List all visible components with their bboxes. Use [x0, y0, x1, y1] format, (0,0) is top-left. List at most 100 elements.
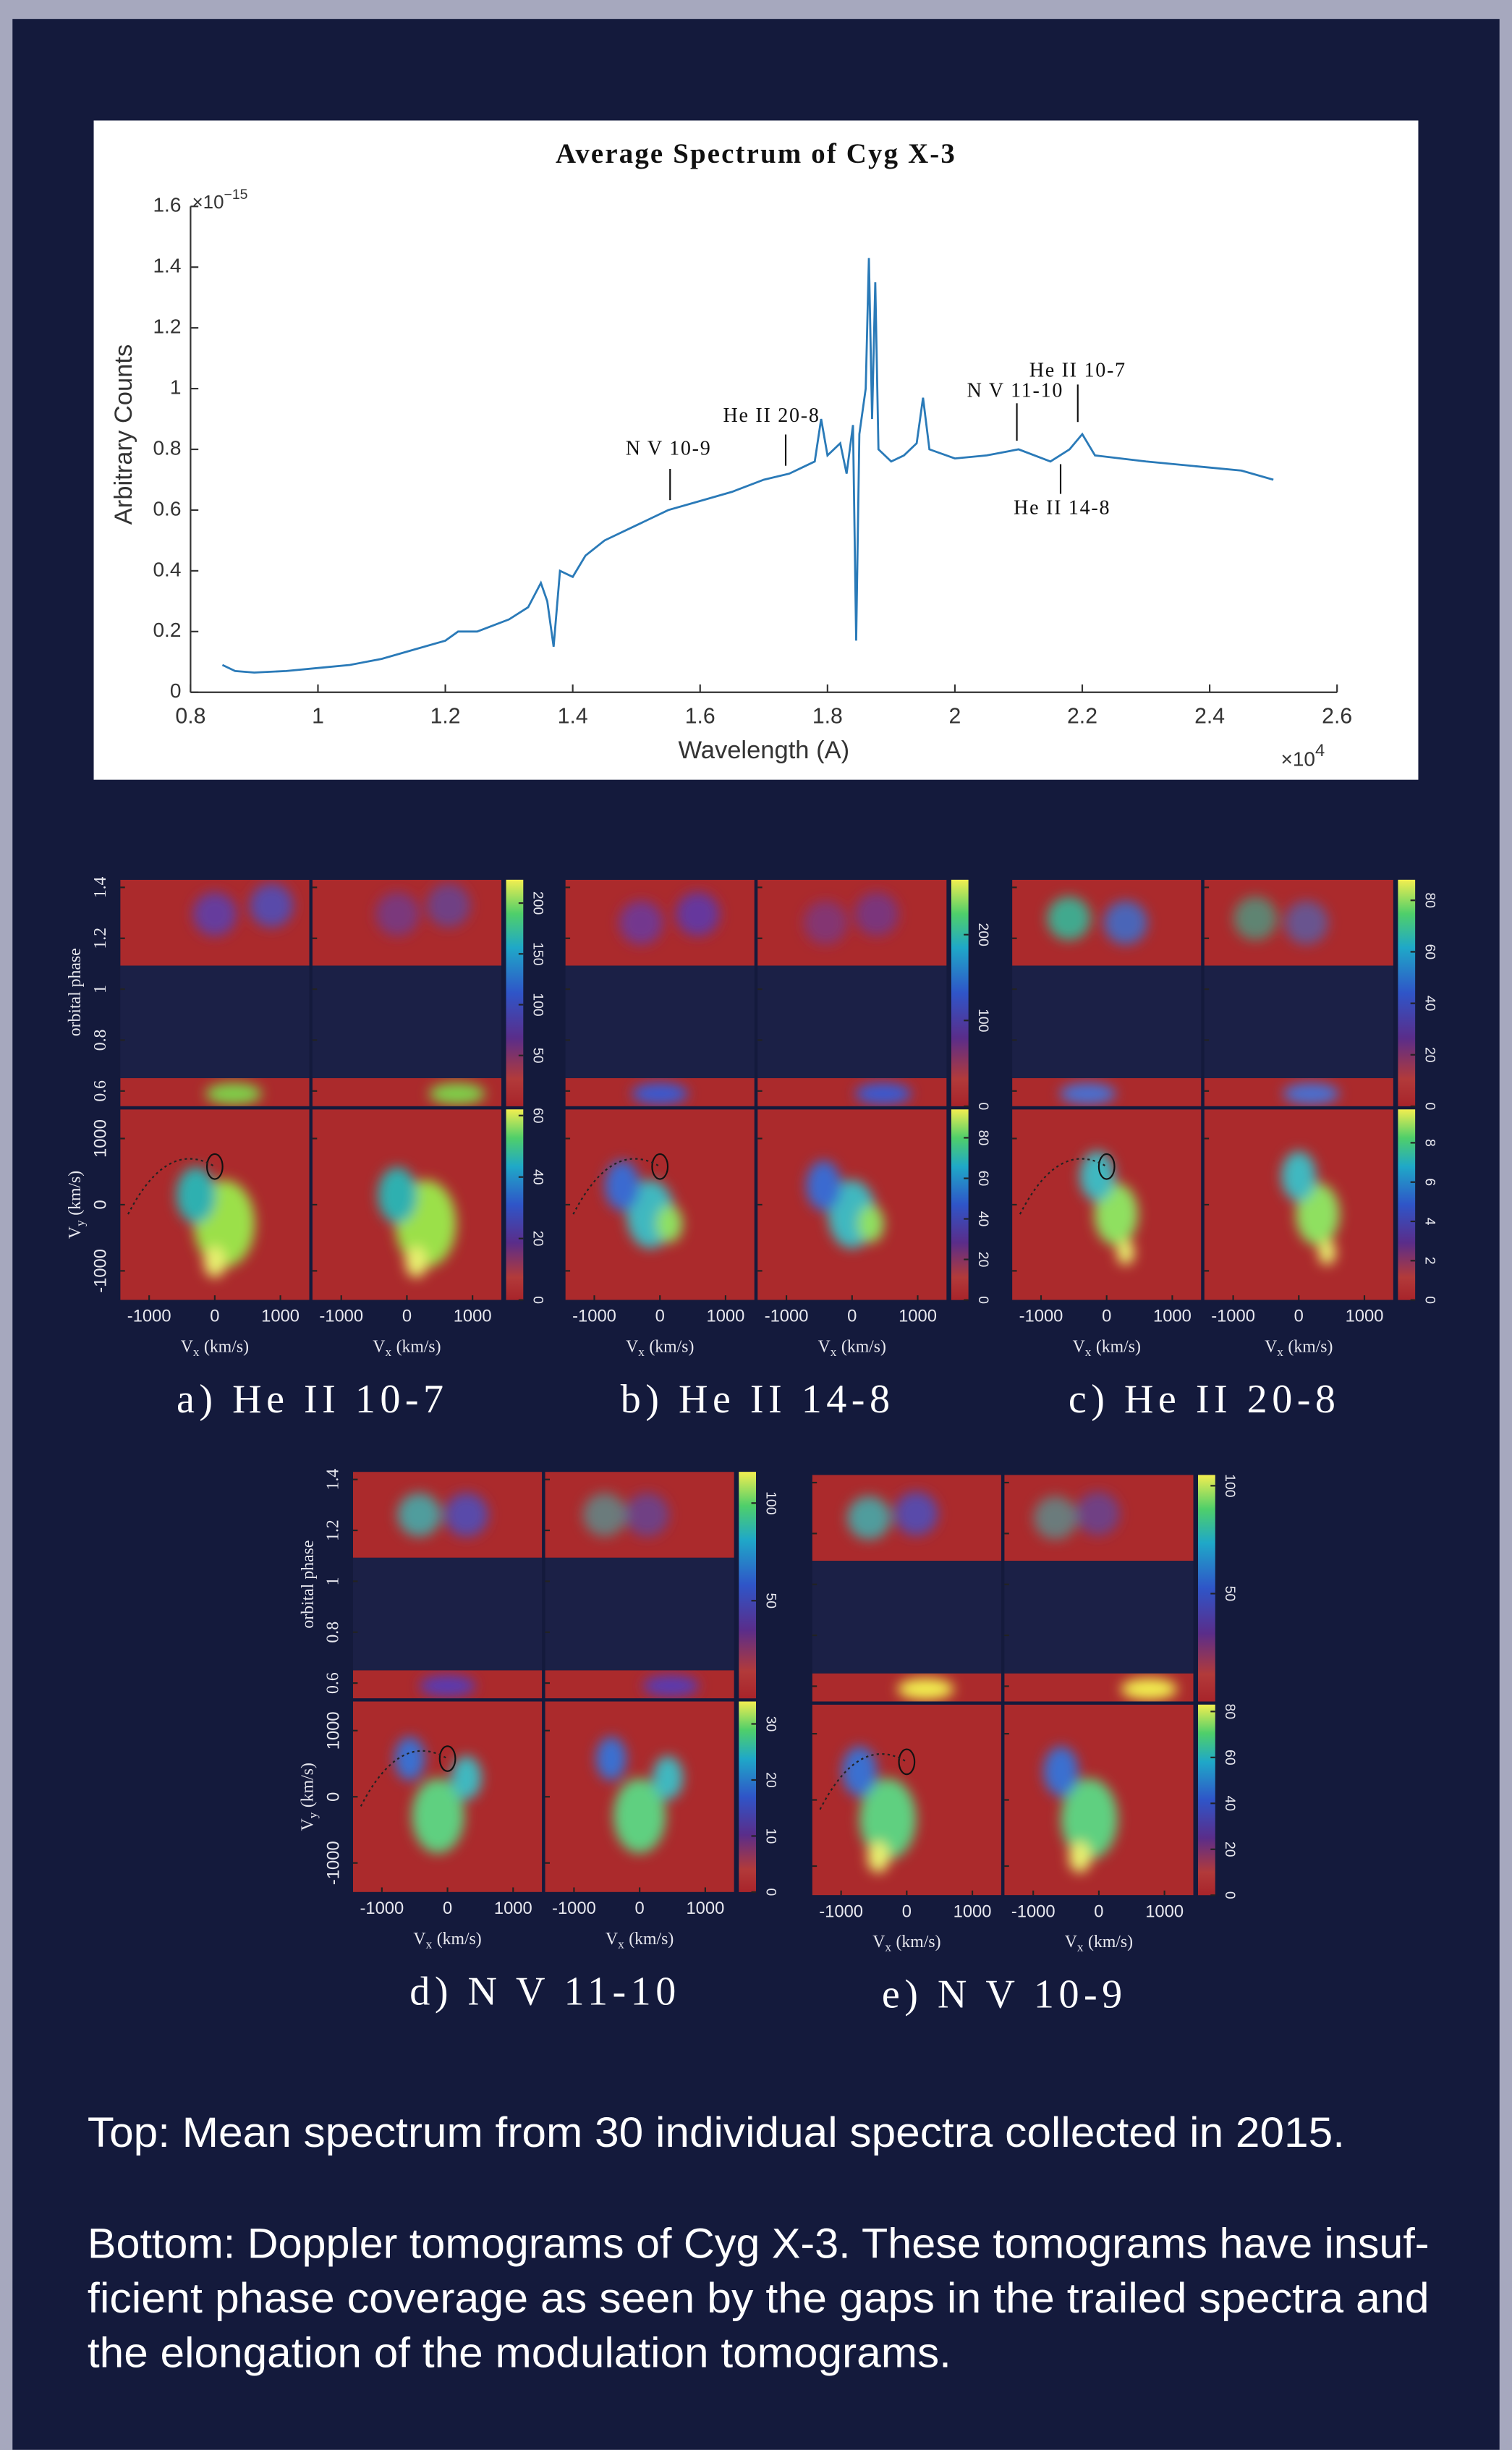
y-tick-label: 0: [170, 679, 182, 702]
colorbar-tick-label: 6: [1422, 1178, 1437, 1186]
label-symbol: V: [181, 1338, 193, 1357]
vx-tick-label: 0: [847, 1307, 857, 1326]
colorbar-tick-label: 40: [1422, 996, 1437, 1012]
x-tick-label: 1: [312, 704, 324, 728]
colorbar-tick-label: 0: [1422, 1103, 1437, 1111]
heatmap-bg: [757, 1078, 946, 1106]
caption-top: Top: Mean spectrum from 30 individual sp…: [88, 2109, 1345, 2156]
heatmap: [313, 1078, 501, 1106]
vy-tick-label: -1000: [91, 1249, 111, 1293]
heatmap: [1012, 1078, 1201, 1106]
feature: [596, 1737, 627, 1780]
colorbar-tick-label: 60: [1222, 1750, 1238, 1766]
vx-tick-label: 0: [655, 1307, 665, 1326]
vx-tick-label: -1000: [1011, 1902, 1056, 1921]
heatmap-features: [898, 1678, 954, 1700]
poster: Average Spectrum of Cyg X-3 Wavelength (…: [0, 0, 1512, 2450]
phase-tick-label: 1: [323, 1577, 342, 1585]
label-unit: (km/s): [437, 1930, 482, 1949]
velocity-axis-label: Vy(km/s): [66, 1171, 87, 1239]
colorbar-tick-label: 0: [763, 1889, 778, 1896]
heatmap-features: [205, 1083, 262, 1105]
feature: [193, 892, 237, 936]
heatmap: [120, 1078, 309, 1106]
heatmap-features: [1060, 1083, 1116, 1105]
vx-tick-label: 0: [1294, 1307, 1304, 1326]
colorbar-tick-label: 2: [1422, 1257, 1437, 1265]
feature: [804, 901, 847, 944]
feature: [1076, 1492, 1119, 1535]
y-scale-base: ×10: [192, 192, 224, 213]
heatmap: [313, 880, 501, 966]
heatmap-bg: [757, 880, 946, 966]
label-symbol: V: [373, 1338, 385, 1357]
colorbar: [951, 880, 969, 1106]
label-symbol: V: [413, 1930, 425, 1949]
label-unit: (km/s): [1088, 1933, 1133, 1952]
vx-tick-label: -1000: [127, 1307, 171, 1326]
velocity-axis-label: Vx(km/s): [1065, 1933, 1133, 1954]
label-symbol: V: [626, 1338, 638, 1357]
colorbar-tick-label: 40: [975, 1211, 991, 1227]
feature: [427, 883, 470, 927]
y-tick-label: 1.6: [153, 194, 181, 216]
label-unit: (km/s): [1288, 1338, 1333, 1357]
vx-tick-label: -1000: [765, 1307, 809, 1326]
colorbar: [1398, 1109, 1415, 1300]
phase-gap: [1012, 966, 1201, 1078]
heatmap: [353, 1702, 542, 1892]
velocity-axis-label: Vx(km/s): [606, 1930, 674, 1951]
colorbar-tick-label: 60: [530, 1108, 546, 1124]
vx-tick-label: 1000: [707, 1307, 745, 1326]
feature: [1034, 1496, 1077, 1540]
phase-tick-label: 0.6: [323, 1672, 342, 1694]
label-symbol: V: [606, 1930, 618, 1949]
phase-gap: [545, 1558, 734, 1670]
panel-caption: e) N V 10-9: [882, 1972, 1127, 2017]
panel-caption: c) He II 20-8: [1069, 1377, 1341, 1422]
vx-tick-label: 1000: [1346, 1307, 1384, 1326]
feature: [653, 1756, 683, 1800]
phase-gap: [812, 1561, 1001, 1673]
x-tick-label: 2: [949, 704, 961, 728]
caption-bottom-line: Bottom: Doppler tomograms of Cyg X-3. Th…: [88, 2220, 1430, 2267]
chart-title: Average Spectrum of Cyg X-3: [556, 138, 956, 169]
annotation: He II 14-8: [1014, 497, 1110, 520]
x-axis-label: Wavelength (A): [678, 737, 849, 764]
x-tick-label: 0.8: [175, 704, 205, 728]
colorbar-tick-label: 0: [1222, 1891, 1238, 1899]
phase-tick-label: 1.4: [91, 876, 110, 898]
colorbar-tick-label: 30: [763, 1716, 778, 1732]
heatmap: [812, 1475, 1001, 1561]
feature: [1060, 1083, 1116, 1105]
feature: [420, 1675, 476, 1697]
feature: [847, 1496, 891, 1540]
phase-tick-label: 0.6: [91, 1080, 110, 1102]
phase-tick-label: 0.8: [323, 1622, 342, 1643]
panel-caption: d) N V 11-10: [409, 1969, 680, 2014]
y-tick-label: 1.2: [153, 315, 181, 338]
chart-panel: [94, 121, 1419, 780]
heatmap-features: [642, 1675, 699, 1697]
feature: [619, 901, 663, 944]
y-axis-label: Arbitrary Counts: [110, 344, 137, 525]
x-tick-label: 1.6: [685, 704, 715, 728]
colorbar-tick-label: 100: [763, 1491, 778, 1515]
velocity-axis-label: Vx (km/s): [413, 1930, 481, 1951]
phase-axis-label: orbital phase: [66, 948, 85, 1036]
colorbar-tick-label: 200: [530, 891, 546, 915]
colorbar-tick-label: 80: [975, 1130, 991, 1146]
phase-gap: [313, 966, 501, 1078]
panel-caption: b) He II 14-8: [621, 1377, 895, 1422]
velocity-axis-label: Vy(km/s): [299, 1763, 320, 1831]
feature: [1233, 897, 1277, 940]
heatmap: [1205, 880, 1393, 966]
label-subscript: x: [426, 1937, 433, 1951]
vx-tick-label: 1000: [261, 1307, 300, 1326]
label-unit: (km/s): [204, 1338, 249, 1357]
vx-tick-label: -1000: [572, 1307, 616, 1326]
vy-tick-label: 0: [323, 1792, 343, 1802]
label-subscript: x: [618, 1937, 624, 1951]
colorbar: [739, 1702, 756, 1892]
vx-tick-label: -1000: [552, 1899, 596, 1918]
